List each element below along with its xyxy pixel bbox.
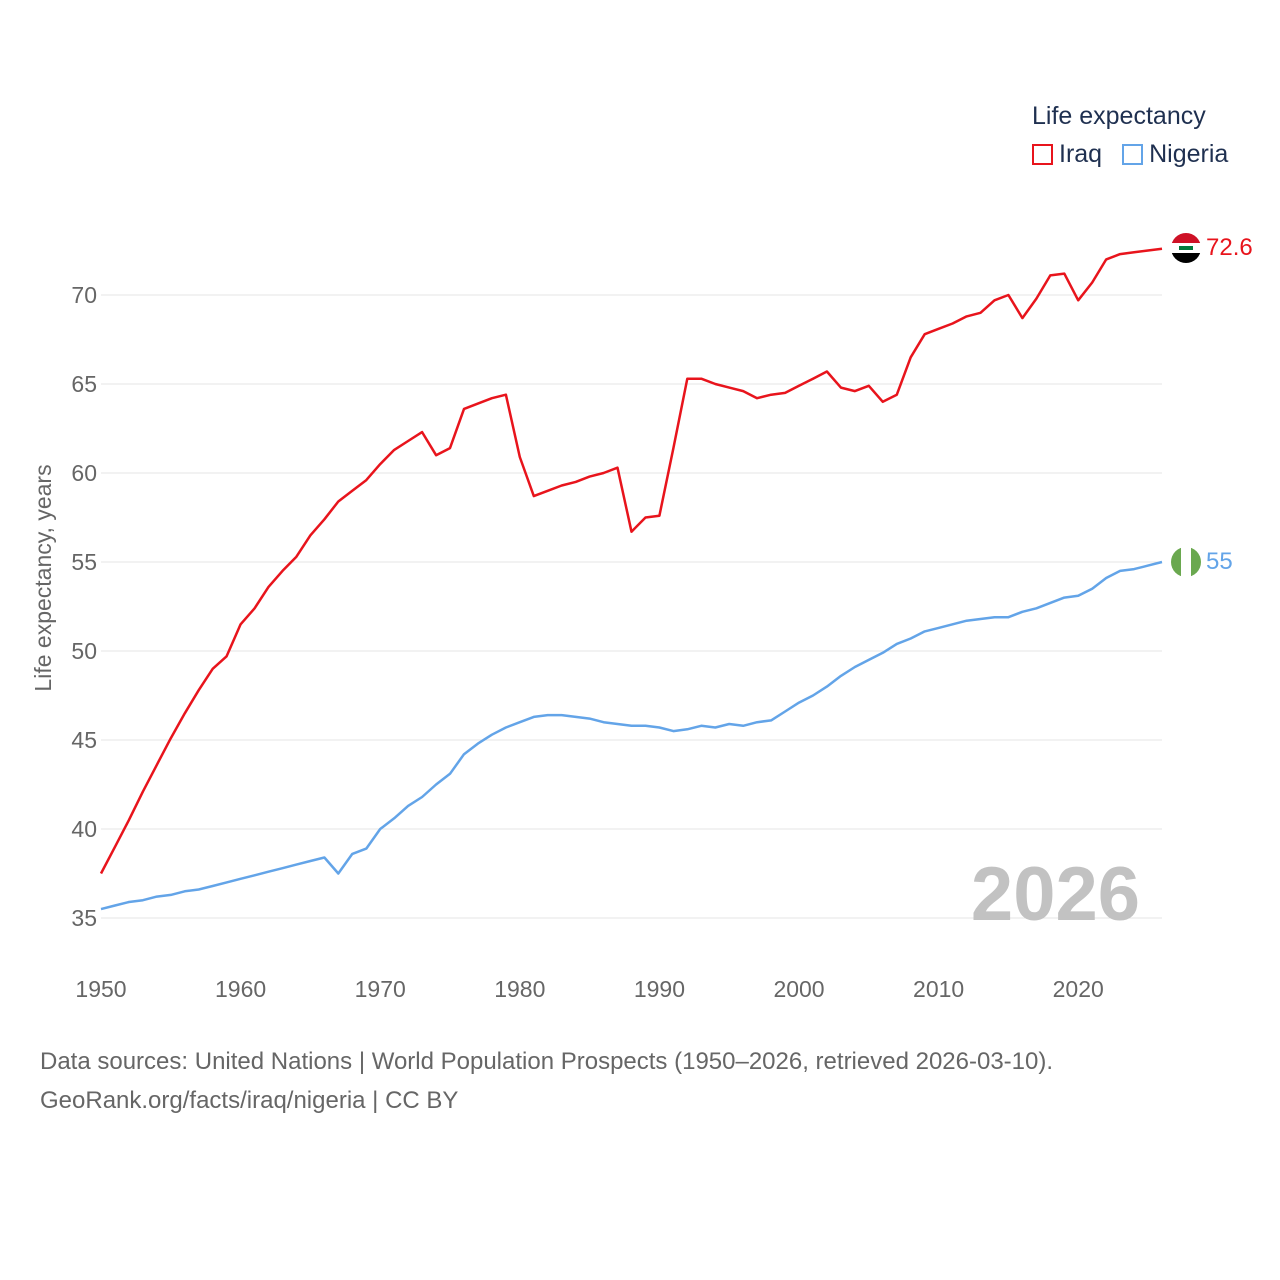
iraq-flag-icon [1171, 233, 1201, 263]
y-tick-label: 40 [71, 816, 97, 842]
series-line-nigeria[interactable] [100, 560, 1163, 911]
legend-items: Iraq Nigeria [1032, 140, 1248, 169]
series-line-iraq[interactable] [99, 247, 1163, 875]
legend: Life expectancy Iraq Nigeria [1032, 100, 1248, 169]
legend-label-iraq: Iraq [1059, 140, 1103, 168]
y-axis-ticks: 35 40 45 50 55 60 65 70 [71, 282, 97, 931]
iraq-end-label: 72.6 [1206, 234, 1253, 261]
legend-swatch-nigeria [1122, 144, 1144, 165]
x-tick-label: 1980 [494, 976, 545, 1002]
x-tick-label: 2020 [1053, 976, 1104, 1002]
x-tick-label: 2010 [913, 976, 964, 1002]
sources-line-2: GeoRank.org/facts/iraq/nigeria | CC BY [40, 1087, 459, 1114]
legend-swatch-iraq [1032, 144, 1053, 165]
legend-item-iraq[interactable]: Iraq [1032, 140, 1102, 169]
y-axis-title: Life expectancy, years [30, 464, 56, 691]
nigeria-end-label: 55 [1206, 548, 1233, 575]
y-tick-label: 60 [71, 460, 97, 486]
x-tick-label: 1960 [215, 976, 266, 1002]
grid [101, 294, 1162, 919]
x-tick-label: 2000 [773, 976, 824, 1002]
y-tick-label: 50 [71, 638, 97, 664]
x-tick-label: 1970 [355, 976, 406, 1002]
y-tick-label: 45 [71, 727, 97, 753]
nigeria-flag-icon [1171, 547, 1201, 577]
year-watermark: 2026 [971, 852, 1140, 937]
x-axis-ticks: 1950 1960 1970 1980 1990 2000 2010 2020 [75, 976, 1103, 1002]
y-tick-label: 70 [71, 282, 97, 308]
data-sources: Data sources: United Nations | World Pop… [40, 1042, 1053, 1120]
y-tick-label: 55 [71, 549, 97, 575]
series [99, 247, 1163, 911]
x-tick-label: 1950 [75, 976, 126, 1002]
line-chart: 35 40 45 50 55 60 65 70 1950 1960 1970 1980 1990 200… [30, 233, 1253, 1002]
legend-item-nigeria[interactable]: Nigeria [1122, 140, 1228, 169]
sources-line-1: Data sources: United Nations | World Pop… [40, 1048, 1054, 1075]
legend-title: Life expectancy [1032, 102, 1206, 130]
y-tick-label: 65 [71, 371, 97, 397]
x-tick-label: 1990 [634, 976, 685, 1002]
legend-label-nigeria: Nigeria [1149, 140, 1229, 168]
y-tick-label: 35 [71, 905, 97, 931]
